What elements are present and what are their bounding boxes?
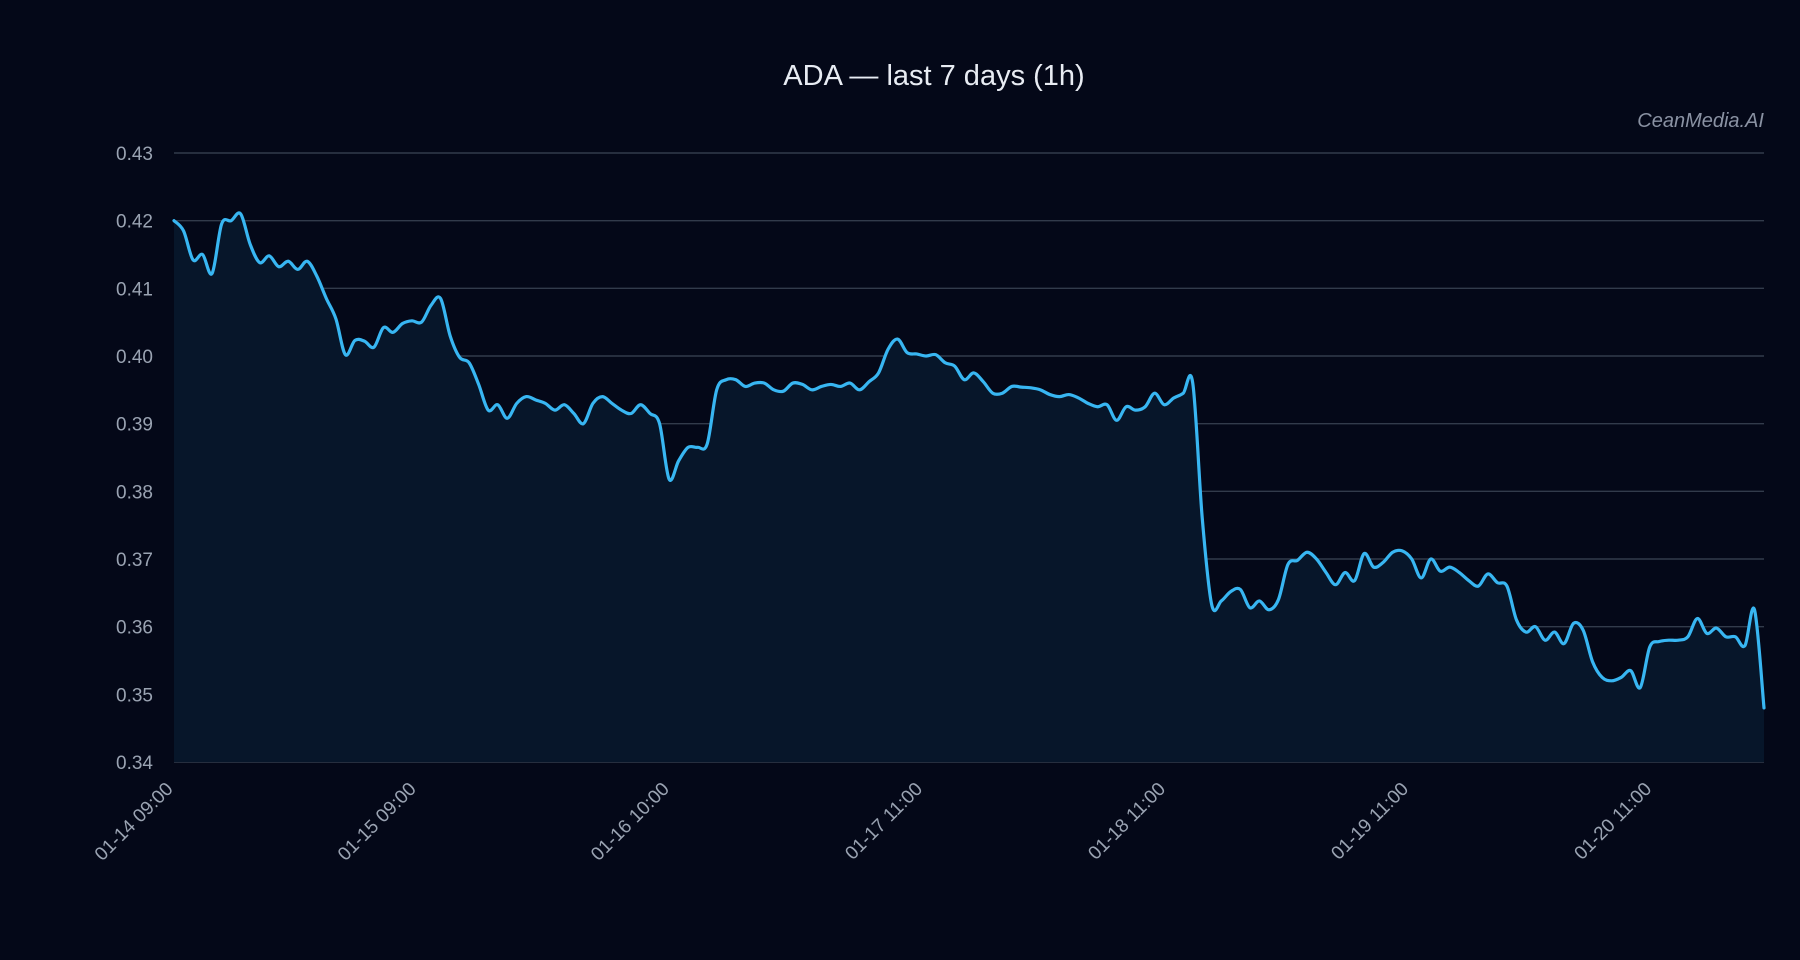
y-tick-label: 0.37 — [116, 550, 153, 571]
y-tick-label: 0.34 — [116, 753, 153, 774]
y-tick-label: 0.40 — [116, 347, 153, 368]
series-line — [172, 211, 1766, 710]
y-tick-label: 0.42 — [116, 212, 153, 233]
y-tick-label: 0.41 — [116, 279, 153, 300]
area-fill — [174, 212, 1764, 763]
y-axis-tick-labels: 0.34 0.35 0.36 0.37 0.38 0.39 0.40 0.41 0.42 0.43 — [116, 144, 153, 774]
y-tick-label: 0.43 — [116, 144, 153, 165]
chart-title: ADA — last 7 days (1h) — [783, 60, 1084, 92]
y-tick-label: 0.36 — [116, 618, 153, 639]
area-fill-group — [174, 212, 1764, 763]
y-tick-label: 0.35 — [116, 685, 153, 706]
y-tick-label: 0.38 — [116, 482, 153, 503]
watermark-text: CeanMedia.AI — [1637, 110, 1764, 132]
series-line-group — [172, 211, 1766, 710]
y-tick-label: 0.39 — [116, 415, 153, 436]
